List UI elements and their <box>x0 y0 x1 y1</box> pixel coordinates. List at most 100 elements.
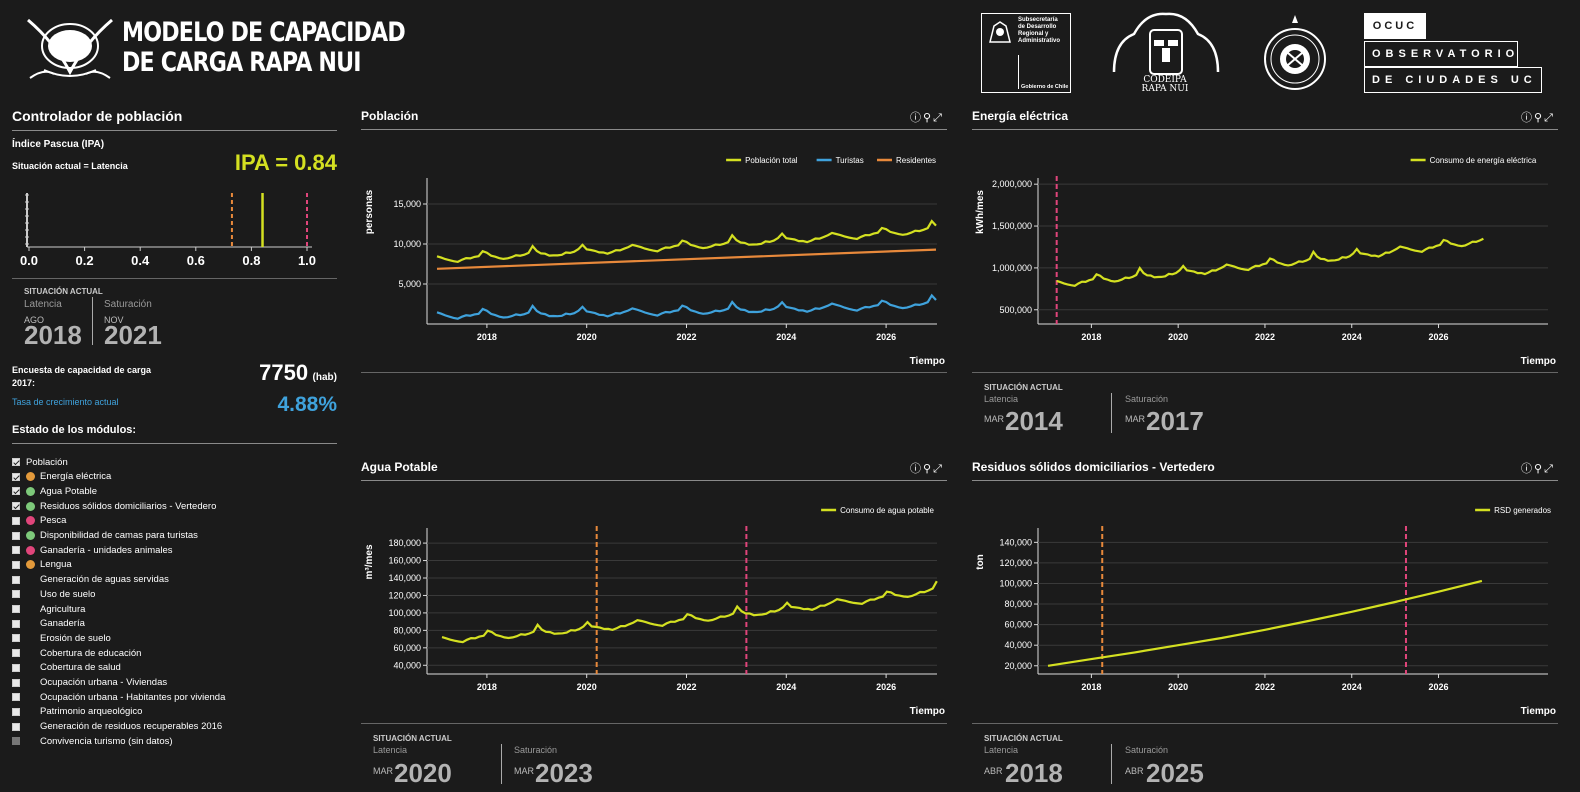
agua-saturacion-year: 2023 <box>535 758 593 788</box>
x-tick-label: 2022 <box>676 682 696 692</box>
module-checkbox[interactable] <box>12 531 20 540</box>
module-checkbox[interactable] <box>12 722 20 731</box>
encuesta-value-group: 7750 (hab) <box>200 360 337 386</box>
module-row[interactable]: Ganadería <box>12 617 85 631</box>
module-row[interactable]: Residuos sólidos domiciliarios - Vertede… <box>12 499 216 513</box>
module-checkbox[interactable] <box>12 737 20 746</box>
subdere-logo: Subsecretaría de Desarrollo Regional y A… <box>981 13 1071 93</box>
ocuc-ciudades: DE CIUDADES UC <box>1364 67 1542 93</box>
module-checkbox[interactable] <box>12 487 20 496</box>
latencia-month: AGO <box>24 315 45 325</box>
module-row[interactable]: Disponibilidad de camas para turistas <box>12 529 198 543</box>
location-pin-icon[interactable]: ⚲ <box>923 112 934 124</box>
module-checkbox[interactable] <box>12 707 20 716</box>
codeipa-text: CODEIPA RAPA NUI <box>1130 76 1200 94</box>
module-label: Ocupación urbana - Habitantes por vivien… <box>40 691 226 703</box>
agua-status-label: SITUACIÓN ACTUAL <box>373 734 452 743</box>
module-row[interactable]: Lengua <box>12 558 72 572</box>
module-checkbox[interactable] <box>12 502 20 511</box>
series-line <box>1047 579 1483 667</box>
y-tick-label: 180,000 <box>388 538 421 548</box>
legend-label: Población total <box>745 156 798 165</box>
module-checkbox[interactable] <box>12 546 20 555</box>
ipa-title: Índice Pascua (IPA) <box>12 139 105 150</box>
agua-chart: 40,000 60,000 80,000 100,000 120,000 140,000 1… <box>364 506 945 717</box>
module-label: Ocupación urbana - Viviendas <box>40 677 168 688</box>
gauge-tick-label: 0.8 <box>242 253 260 268</box>
legend-label: Consumo de energía eléctrica <box>1430 156 1537 165</box>
module-row[interactable]: Generación de aguas servidas <box>12 573 169 587</box>
legend-label: Turistas <box>836 156 864 165</box>
info-icon[interactable]: ⓘ <box>910 463 923 475</box>
module-row[interactable]: Cobertura de educación <box>12 646 141 660</box>
module-row[interactable]: Ocupación urbana - Viviendas <box>12 676 167 690</box>
codeipa-moai-logo <box>1112 12 1220 75</box>
module-label: Convivencia turismo (sin datos) <box>40 735 173 747</box>
x-tick-label: 2020 <box>1168 332 1188 342</box>
module-row[interactable]: Ganadería - unidades animales <box>12 543 173 557</box>
module-checkbox[interactable] <box>12 516 20 525</box>
gobierno-text: Gobierno de Chile <box>1021 84 1069 90</box>
location-pin-icon[interactable]: ⚲ <box>923 463 934 475</box>
module-checkbox[interactable] <box>12 605 20 613</box>
ipa-gauge: 0.0 0.2 0.4 0.6 0.8 1.0 <box>20 193 316 268</box>
x-tick-label: 2018 <box>477 682 497 692</box>
module-row[interactable]: Uso de suelo <box>12 587 95 601</box>
y-tick-label: 2,000,000 <box>992 179 1032 189</box>
module-row[interactable]: Ocupación urbana - Habitantes por vivien… <box>12 690 225 704</box>
y-tick-label: 80,000 <box>1004 599 1032 609</box>
module-checkbox[interactable] <box>12 693 20 702</box>
location-pin-icon[interactable]: ⚲ <box>1534 112 1545 124</box>
module-row[interactable]: Pesca <box>12 514 66 528</box>
module-checkbox[interactable] <box>12 590 20 599</box>
module-row[interactable]: Cobertura de salud <box>12 661 121 675</box>
module-row[interactable]: Generación de residuos recuperables 2016 <box>12 720 222 734</box>
module-row[interactable]: Patrimonio arqueológico <box>12 705 142 719</box>
module-row[interactable]: Población <box>12 455 68 469</box>
expand-icon[interactable]: ⤢ <box>1544 463 1555 475</box>
module-checkbox[interactable] <box>12 472 20 481</box>
expand-icon[interactable]: ⤢ <box>933 112 944 124</box>
y-tick-label: 60,000 <box>393 643 421 653</box>
x-tick-label: 2026 <box>1429 332 1449 342</box>
app-title-line1: MODELO DE CAPACIDAD <box>122 17 406 48</box>
module-checkbox[interactable] <box>12 649 20 658</box>
module-checkbox[interactable] <box>12 663 20 672</box>
expand-icon[interactable]: ⤢ <box>933 463 944 475</box>
module-checkbox[interactable] <box>12 678 20 687</box>
y-tick-label: 40,000 <box>393 660 421 670</box>
module-row[interactable]: Agricultura <box>12 602 85 616</box>
module-checkbox[interactable] <box>12 575 20 584</box>
x-tick-label: 2026 <box>876 682 896 692</box>
energia-saturacion-year: 2017 <box>1146 406 1204 436</box>
module-checkbox[interactable] <box>12 634 20 643</box>
info-icon[interactable]: ⓘ <box>1521 463 1534 475</box>
module-row[interactable]: Agua Potable <box>12 484 97 498</box>
y-tick-label: 40,000 <box>1004 640 1032 650</box>
series-line <box>436 248 937 270</box>
y-axis-label: ton <box>975 554 986 570</box>
module-checkbox[interactable] <box>12 560 20 569</box>
energia-panel-tools: ⓘ⚲⤢ <box>1521 109 1555 125</box>
module-label: Cobertura de salud <box>40 662 121 674</box>
expand-icon[interactable]: ⤢ <box>1544 112 1555 124</box>
y-tick-label: 160,000 <box>388 556 421 566</box>
info-icon[interactable]: ⓘ <box>1521 112 1534 124</box>
residuos-saturacion-label: Saturación <box>1125 745 1169 755</box>
module-checkbox[interactable] <box>12 619 20 628</box>
module-checkbox[interactable] <box>12 458 20 466</box>
module-label: Lengua <box>40 559 72 571</box>
module-label: Energía eléctrica <box>40 471 112 483</box>
module-label: Residuos sólidos domiciliarios - Vertede… <box>40 500 217 512</box>
subdere-line: Regional y <box>1018 31 1049 37</box>
module-status-dot <box>26 560 35 570</box>
module-row[interactable]: Erosión de suelo <box>12 631 111 645</box>
module-status-dot <box>26 486 35 496</box>
agua-latencia-month: MAR <box>373 766 393 776</box>
legend-label: Residentes <box>896 156 936 165</box>
y-tick-label: 140,000 <box>388 573 421 583</box>
location-pin-icon[interactable]: ⚲ <box>1534 463 1545 475</box>
module-row[interactable]: Energía eléctrica <box>12 470 111 484</box>
module-row[interactable]: Convivencia turismo (sin datos) <box>12 734 173 748</box>
info-icon[interactable]: ⓘ <box>910 112 923 124</box>
